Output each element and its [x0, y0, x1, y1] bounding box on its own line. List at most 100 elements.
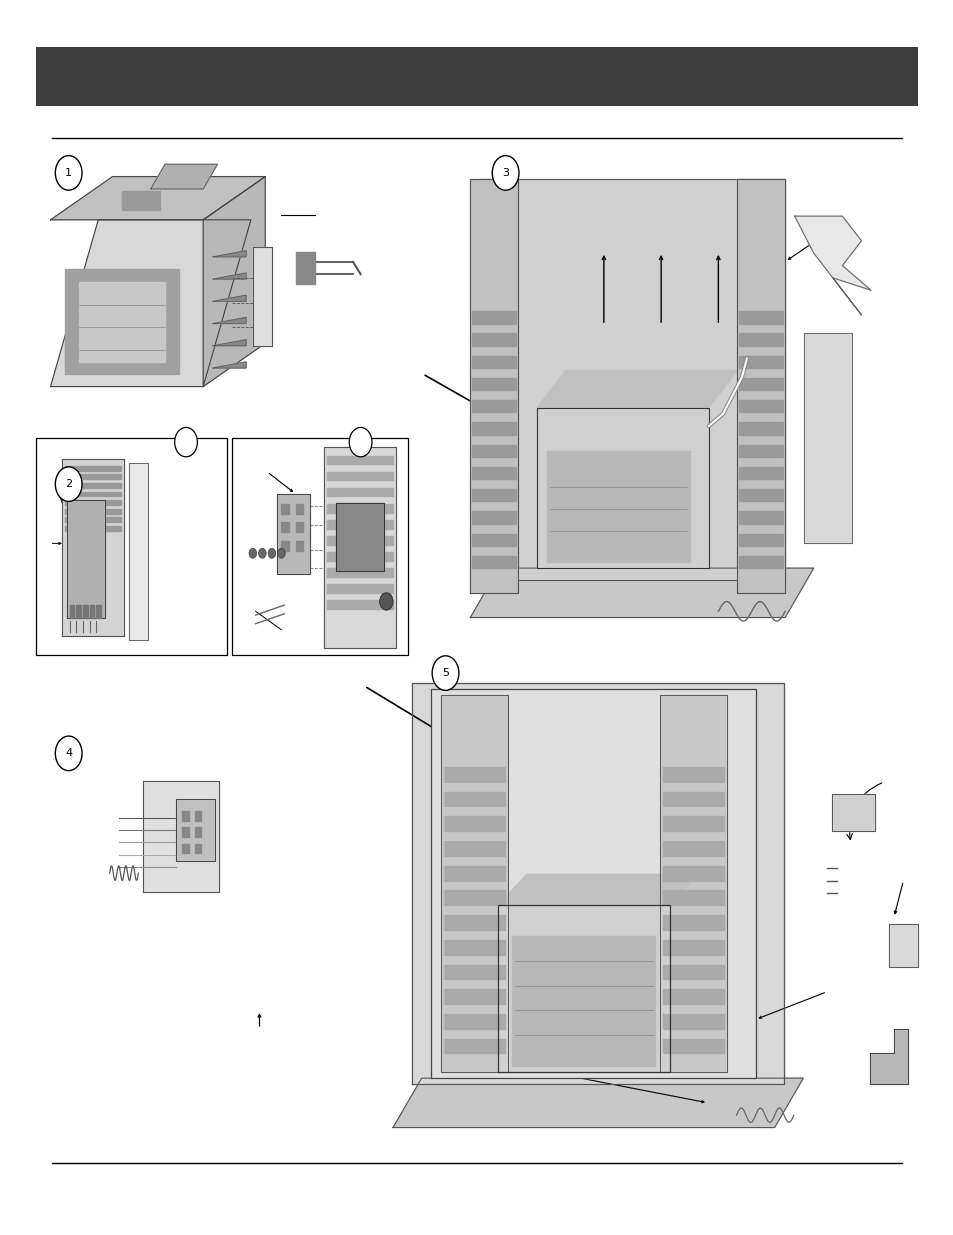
Polygon shape — [659, 695, 726, 1072]
Circle shape — [249, 548, 256, 558]
Polygon shape — [213, 273, 246, 279]
Circle shape — [258, 548, 266, 558]
Polygon shape — [65, 483, 121, 488]
Polygon shape — [662, 890, 723, 905]
Text: 1: 1 — [65, 168, 72, 178]
Polygon shape — [176, 799, 214, 861]
Polygon shape — [546, 451, 689, 562]
Polygon shape — [662, 1014, 723, 1029]
Polygon shape — [472, 511, 516, 524]
Polygon shape — [62, 459, 124, 636]
Polygon shape — [472, 333, 516, 346]
Polygon shape — [67, 500, 105, 618]
Polygon shape — [295, 522, 303, 532]
Polygon shape — [213, 317, 246, 324]
Polygon shape — [739, 356, 782, 368]
Polygon shape — [472, 422, 516, 435]
Polygon shape — [662, 792, 723, 806]
Polygon shape — [479, 179, 784, 580]
Polygon shape — [472, 467, 516, 479]
Text: 2: 2 — [65, 479, 72, 489]
Polygon shape — [327, 504, 393, 513]
Polygon shape — [295, 504, 303, 514]
Polygon shape — [443, 915, 504, 930]
Polygon shape — [324, 447, 395, 648]
Polygon shape — [335, 503, 384, 571]
Text: 4: 4 — [65, 748, 72, 758]
Polygon shape — [65, 466, 121, 471]
Polygon shape — [182, 811, 189, 821]
Polygon shape — [281, 522, 289, 532]
Circle shape — [349, 427, 372, 457]
Polygon shape — [70, 605, 74, 618]
Polygon shape — [129, 463, 148, 640]
Polygon shape — [662, 841, 723, 856]
Polygon shape — [76, 605, 81, 618]
Polygon shape — [327, 536, 393, 545]
Polygon shape — [662, 989, 723, 1004]
Polygon shape — [327, 456, 393, 464]
Bar — [232, 438, 408, 655]
Polygon shape — [869, 1029, 907, 1084]
Polygon shape — [213, 340, 246, 346]
Polygon shape — [497, 905, 669, 1072]
Polygon shape — [472, 311, 516, 324]
Polygon shape — [194, 844, 201, 853]
Polygon shape — [443, 890, 504, 905]
Polygon shape — [739, 311, 782, 324]
Polygon shape — [393, 1078, 802, 1128]
Polygon shape — [431, 689, 755, 1078]
Polygon shape — [803, 333, 851, 543]
Polygon shape — [65, 509, 121, 514]
Polygon shape — [65, 269, 179, 374]
Polygon shape — [472, 400, 516, 412]
Polygon shape — [739, 556, 782, 568]
Polygon shape — [327, 600, 393, 609]
Polygon shape — [470, 179, 517, 593]
Polygon shape — [65, 526, 121, 531]
Polygon shape — [194, 811, 201, 821]
Circle shape — [268, 548, 275, 558]
Polygon shape — [281, 541, 289, 551]
Polygon shape — [512, 936, 655, 1066]
Polygon shape — [143, 781, 219, 892]
Polygon shape — [83, 605, 88, 618]
Polygon shape — [537, 370, 737, 408]
Polygon shape — [213, 362, 246, 368]
Polygon shape — [327, 568, 393, 577]
Text: 3: 3 — [501, 168, 509, 178]
Polygon shape — [295, 541, 303, 551]
Polygon shape — [194, 827, 201, 837]
Polygon shape — [295, 252, 314, 284]
Polygon shape — [443, 965, 504, 979]
Circle shape — [55, 156, 82, 190]
Polygon shape — [472, 445, 516, 457]
Polygon shape — [497, 874, 698, 905]
Polygon shape — [739, 422, 782, 435]
Circle shape — [174, 427, 197, 457]
Circle shape — [379, 593, 393, 610]
Circle shape — [55, 736, 82, 771]
Polygon shape — [739, 467, 782, 479]
Polygon shape — [443, 767, 504, 782]
Polygon shape — [276, 494, 310, 574]
Polygon shape — [831, 794, 874, 831]
Polygon shape — [739, 489, 782, 501]
Text: 5: 5 — [441, 668, 449, 678]
Polygon shape — [443, 792, 504, 806]
Polygon shape — [739, 333, 782, 346]
Polygon shape — [51, 177, 265, 220]
Polygon shape — [470, 568, 813, 618]
Polygon shape — [253, 247, 272, 346]
Circle shape — [277, 548, 285, 558]
Polygon shape — [79, 282, 165, 362]
Polygon shape — [203, 177, 265, 387]
Polygon shape — [662, 940, 723, 955]
Circle shape — [492, 156, 518, 190]
Polygon shape — [737, 179, 784, 593]
Polygon shape — [440, 695, 507, 1072]
Polygon shape — [327, 552, 393, 561]
Polygon shape — [739, 511, 782, 524]
Polygon shape — [182, 827, 189, 837]
Polygon shape — [537, 408, 708, 568]
